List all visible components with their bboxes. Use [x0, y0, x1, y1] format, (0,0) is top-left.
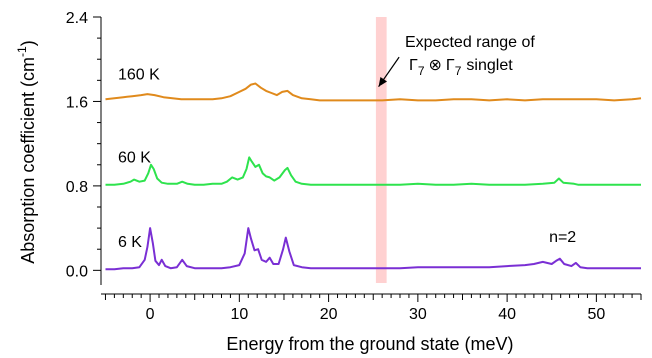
annotation-otimes: ⊗ [429, 57, 442, 74]
y-tick-label: 0.8 [66, 179, 88, 196]
annotation-tail: singlet [466, 57, 513, 74]
y-axis-title-superscript: -1 [15, 46, 29, 57]
highlight-band [375, 17, 387, 283]
y-axis-title: Absorption coefficient (cm-1) [15, 40, 38, 263]
x-axis-title: Energy from the ground state (meV) [226, 334, 513, 354]
y-tick-label: 2.4 [66, 10, 88, 27]
annotation-subscript-2: 7 [455, 64, 462, 78]
series-line-160-k [105, 82, 642, 102]
series-line-60-k [105, 156, 641, 186]
x-tick-label: 20 [320, 306, 338, 323]
y-axis-title-main: Absorption coefficient (cm [18, 57, 38, 264]
x-tick-label: 40 [498, 306, 516, 323]
annotation-subscript-1: 7 [418, 64, 425, 78]
highlight-band-layer [375, 17, 387, 283]
series-line-6-k [105, 227, 641, 271]
x-tick-label: 0 [146, 306, 155, 323]
x-tick-label: 30 [409, 306, 427, 323]
x-tick-label: 10 [230, 306, 248, 323]
x-tick-label: 50 [587, 306, 605, 323]
series-label-6-k: 6 K [118, 234, 142, 251]
annotation-line2: Γ7 ⊗ Γ7 singlet [409, 57, 513, 78]
labels-layer: 160 K 60 K 6 K n=2 [118, 56, 576, 251]
series-label-160-k: 160 K [118, 66, 160, 83]
annotation-arrow-head [378, 76, 388, 87]
peak-label-n2: n=2 [549, 229, 576, 246]
annotation-gamma-2: Γ [446, 57, 455, 74]
axes-layer: 0 10 20 30 40 50 0.0 0.8 1.6 2.4 [66, 10, 642, 323]
series-label-60-k: 60 K [118, 150, 151, 167]
series-layer [105, 82, 642, 271]
annotation-line1: Expected range of [405, 34, 535, 51]
annotation-gamma-1: Γ [409, 57, 418, 74]
y-axis-title-close: ) [18, 40, 38, 46]
y-tick-label: 0.0 [66, 263, 88, 280]
y-tick-label: 1.6 [66, 94, 88, 111]
